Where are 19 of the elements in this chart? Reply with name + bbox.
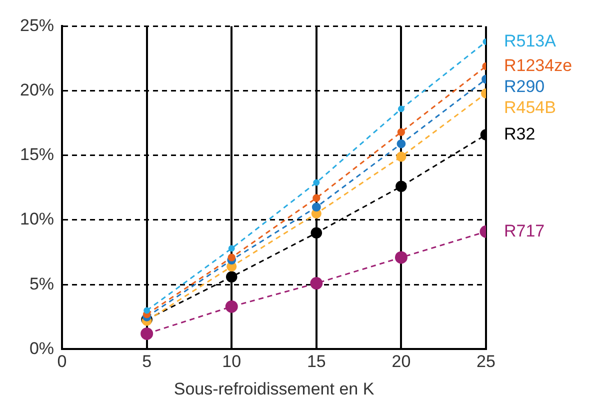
y-tick-label: 5% — [29, 274, 54, 294]
series-label: R717 — [504, 221, 545, 240]
x-tick-label: 15 — [306, 352, 326, 372]
x-tick-label: 10 — [222, 352, 242, 372]
x-axis-title: Sous-refroidissement en K — [174, 379, 375, 398]
series-label: R32 — [504, 124, 536, 144]
y-tick-label: 15% — [20, 145, 54, 164]
x-tick-label: 20 — [392, 352, 411, 372]
y-tick-label: 0% — [29, 338, 54, 358]
x-tick-label: 5 — [142, 352, 152, 372]
series-label: R513A — [504, 31, 557, 50]
series-label: R454B — [504, 98, 556, 117]
y-tick-label: 10% — [20, 210, 54, 229]
x-tick-label: 0 — [57, 352, 67, 372]
y-tick-label: 20% — [20, 80, 54, 100]
x-tick-label: 25 — [476, 352, 496, 372]
series-label: R290 — [504, 76, 545, 96]
y-tick-label: 25% — [20, 16, 54, 35]
series-label: R1234ze — [504, 56, 572, 75]
